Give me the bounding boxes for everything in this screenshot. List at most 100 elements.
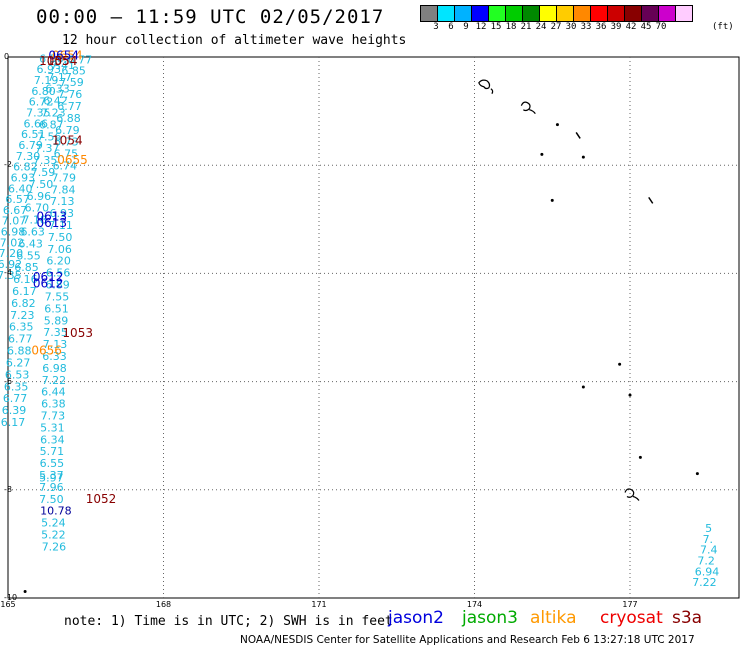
wave-height-label: 6.70 (25, 202, 50, 215)
color-scale-label: 9 (463, 22, 469, 32)
wave-height-label: 5.24 (41, 517, 66, 530)
wave-height-label: 6.53 (5, 368, 30, 381)
island-outline (555, 123, 559, 127)
wave-height-label: 7.50 (39, 493, 64, 506)
wave-height-label: 5.37 (39, 469, 64, 482)
x-tick-label: 165 (0, 600, 16, 609)
island-outline (618, 362, 622, 366)
map-frame (7, 56, 740, 599)
wave-height-label: 7.73 (41, 409, 66, 422)
wave-height-label: 7. (703, 533, 714, 546)
y-tick-label: -4 (4, 268, 12, 278)
track-time-label: 0612 (33, 276, 64, 290)
island-outline (550, 198, 554, 202)
wave-height-label: 6.79 (18, 139, 43, 152)
wave-height-label: 7.76 (58, 88, 82, 101)
color-scale-label: 24 (535, 22, 547, 32)
satellite-legend-altika: altika (530, 608, 577, 628)
island-outline (628, 393, 632, 397)
wave-height-label: 6.80 (31, 85, 56, 98)
wave-height-label: 7.56 (37, 130, 62, 143)
wave-height-label: 6.98 (42, 362, 67, 375)
wave-height-label: 7.35 (33, 154, 58, 167)
y-tick-label: 0 (4, 52, 10, 61)
wave-height-label: 7.55 (45, 290, 70, 303)
y-tick-label: -8 (4, 484, 12, 494)
wave-height-label: 6.55 (40, 457, 65, 470)
color-scale-label: 30 (565, 22, 577, 32)
wave-height-label: 7.20 (0, 247, 23, 260)
color-scale-label: 6 (448, 22, 454, 32)
wave-height-label: 6.85 (14, 261, 39, 274)
track-time-label: 0654 (48, 49, 79, 63)
island-outline (695, 472, 699, 476)
wave-height-label: 7.11 (48, 219, 73, 232)
track-time-label: 0613 (37, 216, 68, 230)
y-tick-label: -2 (4, 160, 12, 170)
wave-height-label: 7.84 (51, 183, 76, 196)
color-scale-label: 70 (655, 22, 667, 32)
wave-height-label: 7.59 (31, 166, 56, 179)
track-time-label: 0655 (57, 153, 88, 167)
track-time-label: 1053 (62, 326, 93, 340)
x-tick-label: 171 (311, 600, 327, 609)
satellite-legend-s3a: s3a (672, 608, 703, 628)
wave-height-label: 6.63 (20, 226, 45, 239)
wave-height-label: 6.93 (37, 63, 62, 76)
wave-height-label: 6.43 (18, 237, 43, 250)
track-time-label: 0656 (31, 344, 62, 358)
wave-height-label: 7.23 (41, 107, 66, 120)
wave-height-label: 7.22 (42, 374, 67, 387)
wave-height-label: 5.97 (39, 472, 64, 485)
island-outline (575, 132, 581, 139)
island-outline (581, 155, 585, 159)
island-outline (540, 152, 544, 156)
track-time-label: 1054 (47, 54, 78, 68)
wave-height-label: 5.22 (41, 528, 66, 541)
wave-height-label: 7.79 (52, 171, 77, 184)
wave-height-label: 6.27 (6, 356, 31, 369)
wave-height-label: 6.66 (24, 117, 49, 130)
wave-height-label: 6.93 (49, 207, 74, 220)
color-scale-label: 45 (640, 22, 652, 32)
wave-height-label: 7.02 (0, 236, 24, 249)
satellite-legend-jason3: jason3 (462, 608, 518, 628)
y-tick-label: -10 (4, 593, 18, 602)
wave-height-label: 7.4 (700, 544, 718, 557)
wave-height-label: 6.77 (57, 100, 82, 113)
wave-height-label: 6.55 (16, 249, 41, 262)
wave-height-label: 6.79 (55, 124, 80, 137)
wave-height-label: 7.35 (0, 269, 22, 282)
island-outline (478, 79, 494, 95)
note-text: note: 1) Time is in UTC; 2) SWH is in fe… (64, 614, 393, 629)
track-time-label: 1054 (52, 134, 83, 148)
wave-height-label: 6.77 (8, 333, 33, 346)
wave-height-label: 7.06 (47, 243, 72, 256)
wave-height-label: 6.75 (54, 148, 79, 161)
wave-height-label: 6.77 (68, 53, 93, 66)
wave-height-label: 10.78 (40, 505, 72, 518)
wave-height-label: 6.72 (29, 96, 54, 109)
chart-subtitle: 12 hour collection of altimeter wave hei… (62, 33, 407, 48)
wave-height-label: 7.41 (51, 59, 76, 72)
wave-height-label: 6.16 (13, 273, 38, 286)
island-outline (520, 101, 536, 115)
color-scale (420, 5, 693, 22)
wave-height-label: 7.23 (10, 309, 35, 322)
satellite-legend-cryosat: cryosat (600, 608, 663, 628)
wave-height-label: 7.35 (26, 107, 51, 120)
wave-height-label: 7.59 (59, 76, 84, 89)
wave-height-label: 6.85 (61, 64, 86, 77)
wave-height-label: 7.30 (16, 150, 41, 163)
wave-height-label: 6.57 (5, 193, 30, 206)
chart-title: 00:00 – 11:59 UTC 02/05/2017 (36, 6, 385, 28)
wave-height-label: 7.17 (47, 71, 72, 84)
color-scale-label: 39 (610, 22, 622, 32)
wave-height-label: 5.31 (40, 421, 65, 434)
wave-height-label: 6.51 (44, 302, 69, 315)
wave-height-label: 6.35 (4, 380, 29, 393)
wave-height-label: 7.96 (39, 481, 64, 494)
track-time-label: 0612 (33, 270, 64, 284)
color-scale-label: 15 (490, 22, 502, 32)
